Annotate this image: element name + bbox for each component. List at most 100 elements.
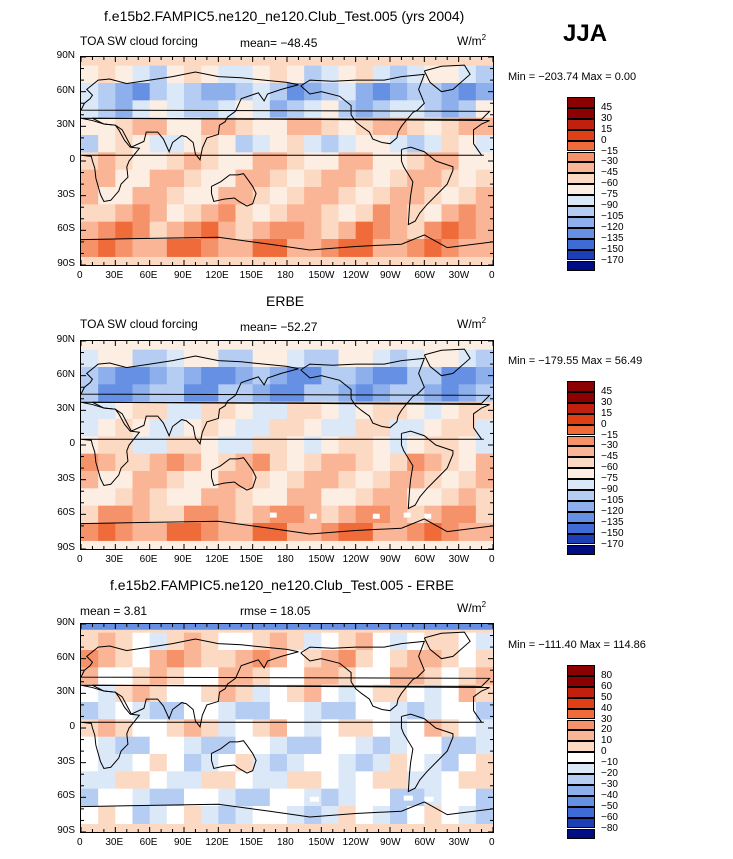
field-cell [269, 349, 288, 368]
field-cell [252, 806, 271, 824]
field-cell [98, 488, 116, 507]
field-cell [149, 736, 168, 755]
field-cell [115, 754, 134, 772]
field-cell [338, 100, 357, 119]
x-tick-label: 0 [77, 554, 83, 565]
field-cell [218, 169, 237, 188]
field-cell [166, 349, 185, 368]
field-cell [475, 65, 493, 84]
field-cell [218, 736, 237, 755]
field-cell [287, 187, 305, 205]
x-tick-label: 120E [205, 270, 229, 281]
field-cell [235, 384, 254, 403]
colorbar-label: 45 [601, 101, 613, 113]
field-cell [372, 754, 391, 772]
field-cell [287, 788, 305, 807]
field-cell [458, 187, 477, 205]
field-cell [287, 453, 305, 472]
colorbar-swatch [567, 381, 595, 392]
field-cell [372, 83, 391, 101]
field-cell [475, 117, 493, 136]
field-cell [201, 239, 219, 257]
field-cell [407, 806, 425, 824]
colorbar-swatch [567, 708, 595, 720]
field-cell [372, 684, 391, 703]
season-label: JJA [563, 20, 608, 47]
field-cell [458, 204, 477, 223]
field-cell [458, 667, 477, 686]
field-cell [166, 384, 185, 403]
field-cell [235, 152, 254, 171]
field-cell [149, 100, 168, 119]
field-cell [355, 719, 374, 738]
colorbar-label: 30 [601, 396, 613, 408]
field-cell [390, 771, 408, 790]
field-cell [149, 367, 168, 385]
field-cell [218, 684, 237, 703]
field-cell [149, 453, 168, 472]
field-cell [132, 117, 151, 136]
field-cell [372, 453, 391, 472]
colorbar-label: 0 [601, 746, 607, 758]
field-cell [201, 83, 219, 101]
field-cell [115, 384, 134, 403]
field-cell [81, 65, 99, 84]
field-cell [321, 169, 340, 188]
field-cell [372, 806, 391, 824]
field-cell [218, 806, 237, 824]
field-cell [407, 788, 425, 807]
field-cell [321, 152, 340, 171]
field-cell [166, 401, 185, 420]
field-cell [132, 523, 151, 541]
colorbar-swatch [567, 763, 595, 774]
field-cell [166, 436, 185, 455]
y-tick-label: 90S [57, 825, 75, 836]
field-cell [166, 169, 185, 188]
field-cell [201, 384, 219, 403]
field-cell [407, 719, 425, 738]
y-tick-label: 60S [57, 790, 75, 802]
field-cell [81, 239, 99, 257]
field-cell [235, 523, 254, 541]
field-cell [338, 135, 357, 153]
field-cell [321, 221, 340, 240]
field-cell [149, 117, 168, 136]
field-cell [372, 667, 391, 686]
field-cell [407, 453, 425, 472]
field-cell [201, 453, 219, 472]
colorbar-swatch [567, 741, 595, 753]
field-cell [149, 384, 168, 403]
map-panel [80, 340, 494, 550]
units-label: W/m2 [457, 33, 487, 48]
field-cell [458, 650, 477, 668]
field-cell [184, 384, 202, 403]
field-cell [184, 788, 202, 807]
y-tick-label: 30S [57, 188, 75, 200]
field-cell [201, 401, 219, 420]
field-cell [184, 100, 202, 119]
field-cell [355, 239, 374, 257]
field-cell [441, 667, 460, 686]
field-cell [201, 684, 219, 703]
colorbar-label: −50 [601, 800, 618, 812]
field-cell [424, 204, 443, 223]
field-cell [390, 505, 408, 524]
field-cell [98, 221, 116, 240]
field-cell [338, 471, 357, 489]
field-cell [475, 788, 493, 807]
field-cell [201, 523, 219, 541]
field-cell [235, 771, 254, 790]
coastline [423, 348, 471, 377]
colorbar-swatch [567, 184, 595, 196]
field-cell [184, 117, 202, 136]
field-cell [98, 806, 116, 824]
field-cell [424, 239, 443, 257]
field-cell [424, 806, 443, 824]
field-cell [269, 419, 288, 437]
field-cell [355, 806, 374, 824]
field-cell [390, 453, 408, 472]
field-cell [304, 221, 322, 240]
field-cell [287, 100, 305, 119]
field-cell [184, 667, 202, 686]
y-tick-label: 90N [56, 617, 75, 628]
